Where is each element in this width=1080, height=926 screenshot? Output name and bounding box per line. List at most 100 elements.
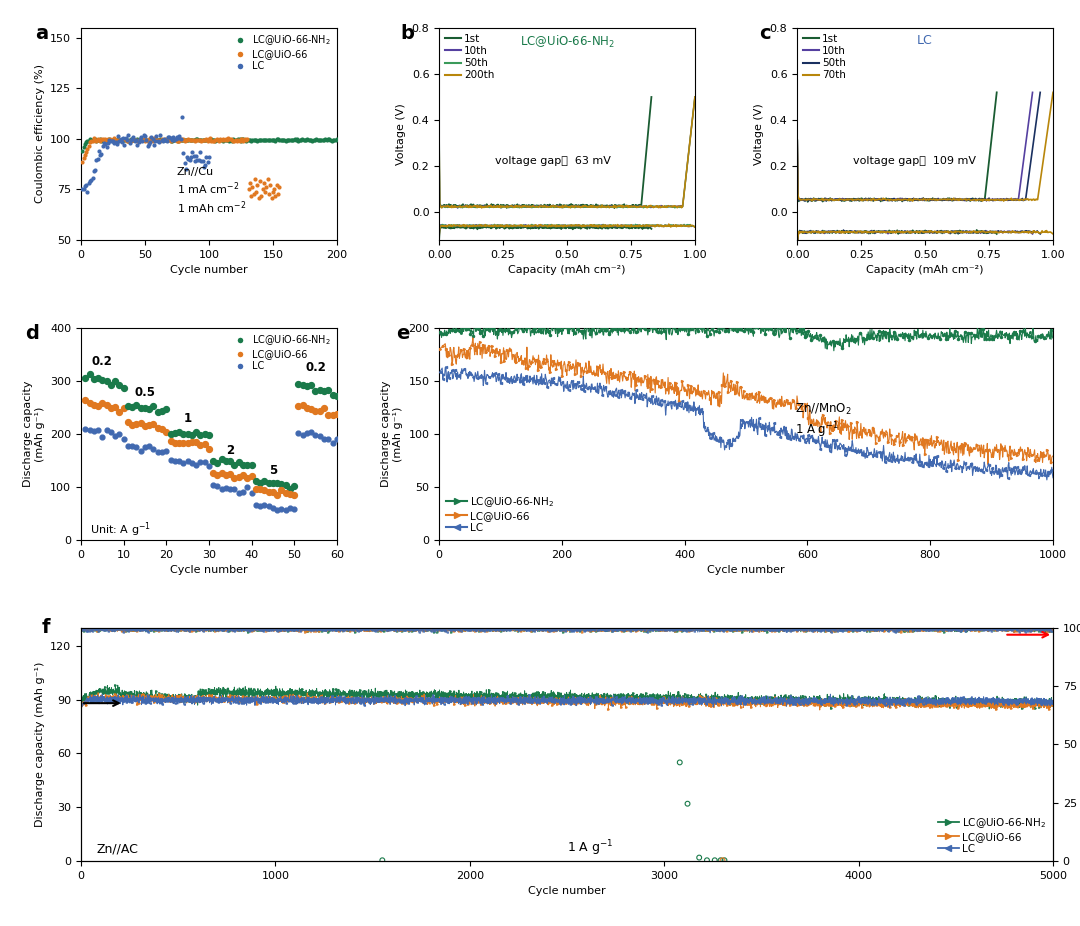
Point: [99, 131, 117, 146]
Point: [100, 132, 118, 147]
Point: [123, 132, 140, 147]
Point: [233, 131, 251, 146]
Point: [189, 131, 206, 146]
Text: e: e: [396, 323, 409, 343]
Point: [237, 132, 254, 147]
Point: [166, 454, 184, 469]
Point: [265, 501, 282, 516]
Point: [274, 132, 292, 147]
Point: [271, 132, 288, 147]
Point: [226, 133, 243, 148]
Text: LC@UiO-66-NH$_2$: LC@UiO-66-NH$_2$: [519, 34, 615, 50]
Point: [100, 132, 118, 147]
Point: [134, 131, 151, 146]
Point: [273, 502, 291, 517]
Point: [316, 132, 334, 147]
Point: [203, 131, 220, 146]
Point: [234, 457, 252, 472]
Point: [254, 132, 271, 147]
Point: [239, 457, 256, 472]
Point: [94, 138, 111, 153]
Point: [108, 132, 125, 147]
Point: [150, 132, 167, 147]
Point: [315, 384, 333, 399]
Point: [91, 144, 108, 158]
Point: [79, 133, 96, 148]
Point: [185, 132, 202, 147]
Point: [149, 405, 166, 419]
Point: [255, 176, 272, 191]
Point: [192, 428, 210, 443]
Point: [265, 132, 282, 147]
Point: [136, 401, 153, 416]
Point: [273, 482, 291, 497]
Point: [108, 136, 125, 151]
Point: [81, 131, 98, 146]
Point: [93, 146, 110, 161]
Point: [199, 155, 216, 169]
Text: Zn//MnO$_2$
1 A g$^{-1}$: Zn//MnO$_2$ 1 A g$^{-1}$: [795, 402, 852, 440]
Point: [163, 131, 180, 146]
Point: [153, 444, 171, 459]
Point: [189, 152, 206, 167]
Point: [214, 131, 231, 146]
Point: [161, 130, 178, 144]
Point: [239, 471, 256, 486]
Point: [307, 383, 324, 398]
Point: [265, 484, 282, 499]
Point: [129, 133, 146, 148]
Point: [205, 132, 222, 147]
Point: [77, 137, 94, 152]
Point: [77, 370, 94, 385]
Point: [95, 133, 112, 148]
Point: [246, 172, 264, 187]
Point: [119, 133, 136, 148]
Point: [244, 180, 261, 194]
Point: [267, 188, 284, 203]
Point: [129, 131, 146, 146]
Point: [151, 131, 168, 146]
Point: [230, 455, 247, 469]
Text: voltage gap：  109 mV: voltage gap： 109 mV: [853, 156, 976, 166]
Point: [179, 131, 197, 146]
Point: [127, 133, 145, 148]
Point: [143, 132, 160, 147]
Point: [174, 109, 191, 124]
Point: [85, 372, 103, 387]
Point: [162, 434, 179, 449]
Point: [123, 131, 140, 146]
Text: a: a: [35, 23, 49, 43]
Point: [116, 137, 133, 152]
Point: [99, 136, 117, 151]
Point: [328, 389, 346, 404]
Point: [285, 132, 302, 147]
Point: [90, 371, 107, 386]
Point: [166, 435, 184, 450]
Point: [224, 133, 241, 148]
Point: [153, 403, 171, 418]
Point: [106, 131, 123, 145]
Point: [261, 132, 279, 147]
Point: [374, 853, 391, 868]
Point: [145, 399, 162, 414]
Point: [252, 132, 269, 147]
Point: [323, 133, 340, 148]
Point: [164, 131, 181, 146]
Point: [148, 132, 165, 147]
Text: Zn//AC: Zn//AC: [96, 843, 138, 856]
Point: [158, 444, 175, 458]
Point: [288, 131, 306, 146]
Point: [298, 379, 315, 394]
Y-axis label: Discharge capacity
(mAh g⁻¹): Discharge capacity (mAh g⁻¹): [381, 381, 403, 487]
Point: [127, 132, 145, 147]
Point: [247, 482, 265, 496]
Point: [220, 131, 238, 146]
Point: [111, 132, 129, 147]
Point: [90, 422, 107, 437]
Point: [298, 426, 315, 441]
Point: [178, 132, 195, 147]
Y-axis label: Discharge capacity
(mAh g⁻¹): Discharge capacity (mAh g⁻¹): [23, 381, 44, 487]
Point: [221, 454, 239, 469]
Legend: LC@UiO-66-NH$_2$, LC@UiO-66, LC: LC@UiO-66-NH$_2$, LC@UiO-66, LC: [444, 493, 556, 535]
Point: [158, 424, 175, 439]
